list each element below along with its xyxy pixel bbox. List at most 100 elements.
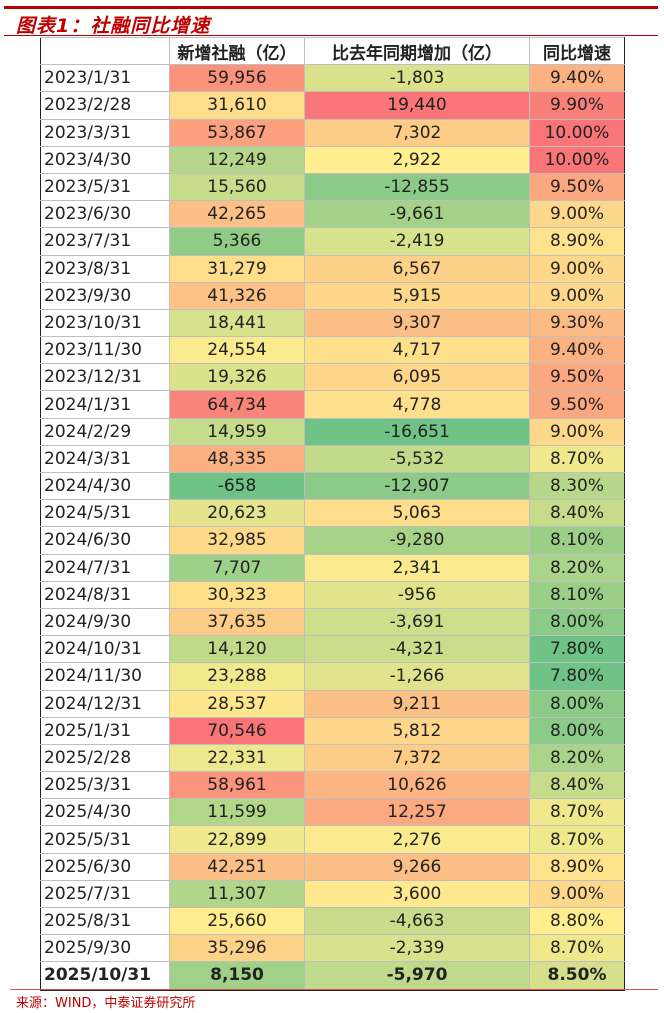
- new-financing-cell: 59,956: [169, 64, 305, 93]
- new-financing-cell: 5,366: [169, 227, 305, 256]
- yoy-growth-cell: 8.70%: [529, 444, 625, 474]
- date-cell: 2025/7/31: [40, 879, 170, 909]
- date-cell: 2023/8/31: [40, 254, 170, 283]
- new-financing-cell: 32,985: [169, 526, 305, 555]
- new-financing-cell: 70,546: [169, 716, 305, 745]
- yoy-growth-cell: 8.90%: [529, 227, 625, 256]
- table-row: 2025/4/30 11,599 12,257 8.70%: [40, 798, 625, 827]
- table-row: 2023/8/31 31,279 6,567 9.00%: [40, 254, 625, 283]
- yoy-increase-cell: -9,661: [304, 200, 530, 229]
- table-row: 2023/7/31 5,366 -2,419 8.90%: [40, 227, 625, 256]
- date-cell: 2025/4/30: [40, 798, 170, 827]
- date-cell: 2025/3/31: [40, 771, 170, 800]
- table-row: 2023/1/31 59,956 -1,803 9.40%: [40, 64, 625, 93]
- date-cell: 2024/5/31: [40, 499, 170, 528]
- date-cell: 2023/6/30: [40, 200, 170, 229]
- yoy-growth-cell: 8.40%: [529, 771, 625, 800]
- yoy-growth-cell: 8.00%: [529, 689, 625, 718]
- date-cell: 2024/11/30: [40, 662, 170, 691]
- date-cell: 2025/2/28: [40, 743, 170, 773]
- yoy-growth-cell: 8.70%: [529, 934, 625, 963]
- table-row: 2024/9/30 37,635 -3,691 8.00%: [40, 607, 625, 637]
- date-cell: 2023/3/31: [40, 118, 170, 147]
- yoy-increase-cell: 9,307: [304, 308, 530, 338]
- yoy-growth-cell: 10.00%: [529, 118, 625, 147]
- yoy-growth-cell: 8.20%: [529, 553, 625, 582]
- date-cell: 2025/10/31: [40, 961, 170, 991]
- yoy-growth-cell: 8.10%: [529, 580, 625, 609]
- new-financing-cell: 14,120: [169, 635, 305, 664]
- table-row: 2025/7/31 11,307 3,600 9.00%: [40, 879, 625, 909]
- source-note: 来源：WIND，中泰证券研究所: [16, 996, 196, 1011]
- new-financing-cell: 48,335: [169, 444, 305, 474]
- date-cell: 2023/1/31: [40, 64, 170, 93]
- table-row: 2025/5/31 22,899 2,276 8.70%: [40, 825, 625, 854]
- yoy-growth-cell: 8.80%: [529, 906, 625, 936]
- yoy-growth-cell: 8.10%: [529, 526, 625, 555]
- yoy-increase-cell: -4,663: [304, 906, 530, 936]
- yoy-growth-cell: 9.00%: [529, 417, 625, 446]
- header-yoy-increase: 比去年同期增加（亿）: [304, 36, 530, 66]
- new-financing-cell: 8,150: [169, 961, 305, 991]
- table-row: 2024/12/31 28,537 9,211 8.00%: [40, 689, 625, 718]
- yoy-increase-cell: 7,372: [304, 743, 530, 773]
- yoy-increase-cell: -16,651: [304, 417, 530, 446]
- table-row: 2023/4/30 12,249 2,922 10.00%: [40, 145, 625, 174]
- date-cell: 2024/2/29: [40, 417, 170, 446]
- new-financing-cell: 11,307: [169, 879, 305, 909]
- yoy-growth-cell: 8.00%: [529, 607, 625, 637]
- table-row: 2024/5/31 20,623 5,063 8.40%: [40, 499, 625, 528]
- yoy-increase-cell: -12,855: [304, 172, 530, 202]
- yoy-increase-cell: -2,339: [304, 934, 530, 963]
- yoy-increase-cell: 9,266: [304, 852, 530, 881]
- date-cell: 2024/9/30: [40, 607, 170, 637]
- date-cell: 2023/4/30: [40, 145, 170, 174]
- table-header-row: 新增社融（亿） 比去年同期增加（亿） 同比增速: [40, 36, 625, 66]
- yoy-increase-cell: 9,211: [304, 689, 530, 718]
- date-cell: 2024/4/30: [40, 471, 170, 501]
- table-row: 2025/3/31 58,961 10,626 8.40%: [40, 771, 625, 800]
- new-financing-cell: 22,899: [169, 825, 305, 854]
- yoy-increase-cell: 4,778: [304, 390, 530, 419]
- table-row: 2023/2/28 31,610 19,440 9.90%: [40, 91, 625, 120]
- yoy-growth-cell: 8.50%: [529, 961, 625, 991]
- new-financing-cell: 53,867: [169, 118, 305, 147]
- new-financing-cell: 14,959: [169, 417, 305, 446]
- new-financing-cell: -658: [169, 471, 305, 501]
- yoy-increase-cell: 19,440: [304, 91, 530, 120]
- table-row: 2025/2/28 22,331 7,372 8.20%: [40, 743, 625, 773]
- social-financing-table: 新增社融（亿） 比去年同期增加（亿） 同比增速 2023/1/31 59,956-…: [40, 36, 625, 991]
- new-financing-cell: 37,635: [169, 607, 305, 637]
- table-row: 2024/2/29 14,959 -16,651 9.00%: [40, 417, 625, 446]
- yoy-increase-cell: 12,257: [304, 798, 530, 827]
- table-row: 2024/10/31 14,120 -4,321 7.80%: [40, 635, 625, 664]
- date-cell: 2024/10/31: [40, 635, 170, 664]
- new-financing-cell: 31,610: [169, 91, 305, 120]
- figure-title: 图表1：社融同比增速: [16, 15, 211, 37]
- yoy-growth-cell: 9.30%: [529, 308, 625, 338]
- yoy-growth-cell: 9.00%: [529, 281, 625, 310]
- date-cell: 2025/8/31: [40, 906, 170, 936]
- yoy-growth-cell: 9.90%: [529, 91, 625, 120]
- yoy-growth-cell: 9.50%: [529, 390, 625, 419]
- yoy-growth-cell: 8.70%: [529, 798, 625, 827]
- yoy-growth-cell: 9.40%: [529, 336, 625, 365]
- date-cell: 2025/9/30: [40, 934, 170, 963]
- table-row: 2023/6/30 42,265 -9,661 9.00%: [40, 200, 625, 229]
- date-cell: 2024/6/30: [40, 526, 170, 555]
- table-row: 2023/11/30 24,554 4,717 9.40%: [40, 336, 625, 365]
- top-rule: [4, 6, 658, 9]
- yoy-increase-cell: -956: [304, 580, 530, 609]
- table-row: 2023/9/30 41,326 5,915 9.00%: [40, 281, 625, 310]
- new-financing-cell: 11,599: [169, 798, 305, 827]
- table-row: 2023/5/31 15,560 -12,855 9.50%: [40, 172, 625, 202]
- new-financing-cell: 23,288: [169, 662, 305, 691]
- yoy-growth-cell: 9.00%: [529, 200, 625, 229]
- yoy-growth-cell: 9.50%: [529, 363, 625, 392]
- new-financing-cell: 12,249: [169, 145, 305, 174]
- yoy-growth-cell: 8.40%: [529, 499, 625, 528]
- yoy-increase-cell: 6,095: [304, 363, 530, 392]
- table-row: 2025/1/31 70,546 5,812 8.00%: [40, 716, 625, 745]
- yoy-growth-cell: 7.80%: [529, 635, 625, 664]
- yoy-growth-cell: 9.00%: [529, 254, 625, 283]
